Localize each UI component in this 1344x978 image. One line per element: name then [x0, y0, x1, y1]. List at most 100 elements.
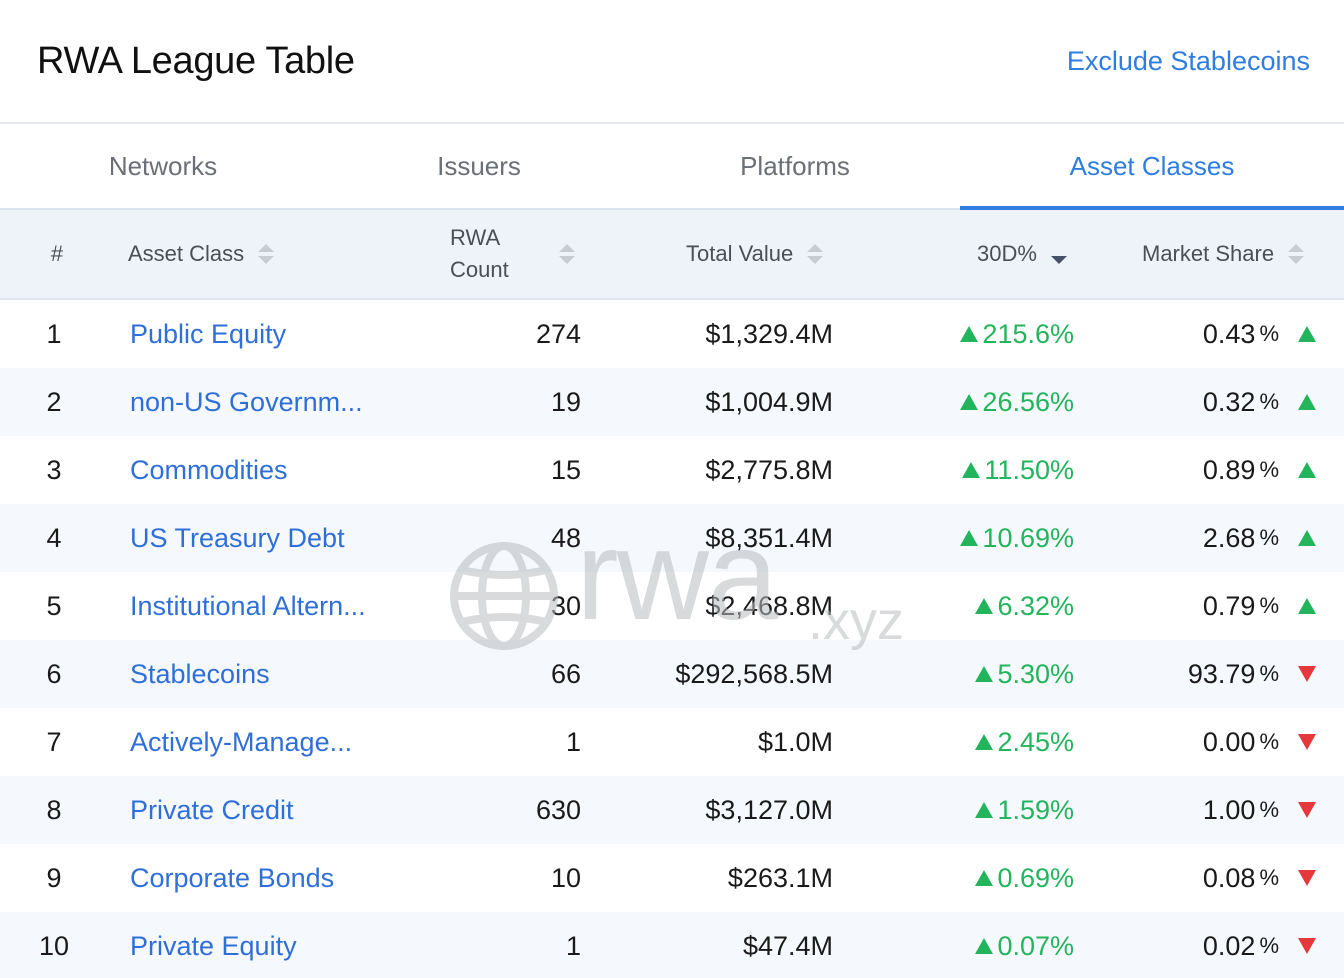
table-row[interactable]: 9 Corporate Bonds 10 $263.1M 0.69% 0.08%: [0, 844, 1344, 912]
column-rwa-count[interactable]: RWA Count: [450, 210, 575, 298]
market-share-unit: %: [1259, 593, 1279, 618]
total-value: $292,568.5M: [675, 658, 833, 689]
change-30d-value: 0.07%: [997, 930, 1074, 961]
market-share-unit: %: [1259, 797, 1279, 822]
market-share-unit: %: [1259, 729, 1279, 754]
market-share-unit: %: [1259, 865, 1279, 890]
change-30d-value: 0.69%: [997, 862, 1074, 893]
total-value: $2,775.8M: [705, 454, 833, 485]
market-share-unit: %: [1259, 525, 1279, 550]
rwa-count: 48: [550, 522, 581, 553]
market-share-value: 0.00: [1202, 726, 1256, 757]
market-share: 0.89%: [1090, 436, 1279, 504]
sort-icon[interactable]: [1288, 244, 1305, 264]
change-30d: 0.69%: [880, 844, 1074, 912]
change-30d: 6.32%: [880, 572, 1074, 640]
asset-class-link[interactable]: Private Credit: [130, 794, 294, 825]
table-row[interactable]: 7 Actively-Manage... 1 $1.0M 2.45% 0.00%: [0, 708, 1344, 776]
table-row[interactable]: 10 Private Equity 1 $47.4M 0.07% 0.02%: [0, 912, 1344, 978]
total-value: $263.1M: [727, 862, 833, 893]
table-row[interactable]: 4 US Treasury Debt 48 $8,351.4M 10.69% 2.68%: [0, 504, 1344, 572]
asset-class-link[interactable]: Corporate Bonds: [130, 862, 335, 893]
market-share-value: 0.79: [1202, 590, 1256, 621]
increase-arrow-icon: [960, 394, 979, 410]
trend-down-icon: [1298, 938, 1316, 954]
column-rwa-count-label-line1: RWA: [450, 225, 501, 250]
increase-arrow-icon: [962, 462, 981, 478]
trend-up-icon: [1298, 598, 1316, 614]
total-value: $1,004.9M: [705, 386, 833, 417]
row-rank: 3: [46, 454, 62, 485]
total-value: $1,329.4M: [705, 318, 833, 349]
table-header: # Asset Class RWA Count Total Value 30D%…: [0, 210, 1344, 300]
tab-asset-classes[interactable]: Asset Classes: [960, 124, 1344, 210]
share-trend: [1292, 844, 1322, 912]
table-row[interactable]: 8 Private Credit 630 $3,127.0M 1.59% 1.00%: [0, 776, 1344, 844]
market-share-value: 1.00: [1202, 794, 1256, 825]
trend-up-icon: [1298, 462, 1316, 478]
rwa-count: 1: [565, 726, 581, 757]
market-share: 0.02%: [1090, 912, 1279, 978]
table-body: 1 Public Equity 274 $1,329.4M 215.6% 0.43% 2 no…: [0, 300, 1344, 978]
sort-icon[interactable]: [558, 244, 575, 264]
rwa-count: 630: [535, 794, 581, 825]
row-rank: 6: [46, 658, 62, 689]
table-row[interactable]: 6 Stablecoins 66 $292,568.5M 5.30% 93.79%: [0, 640, 1344, 708]
column-30d-change[interactable]: 30D%: [977, 210, 1067, 298]
market-share-unit: %: [1259, 933, 1279, 958]
tab-issuers[interactable]: Issuers: [437, 150, 521, 181]
trend-up-icon: [1298, 394, 1316, 410]
tab-platforms[interactable]: Platforms: [740, 150, 850, 181]
row-rank: 7: [46, 726, 62, 757]
column-market-share[interactable]: Market Share: [1142, 210, 1305, 298]
row-rank: 5: [46, 590, 62, 621]
total-value: $47.4M: [742, 930, 833, 961]
asset-class-link[interactable]: Private Equity: [130, 930, 297, 961]
market-share: 0.08%: [1090, 844, 1279, 912]
share-trend: [1292, 912, 1322, 978]
asset-class-link[interactable]: Commodities: [130, 454, 288, 485]
page-title: RWA League Table: [37, 40, 355, 82]
change-30d: 5.30%: [880, 640, 1074, 708]
change-30d-value: 5.30%: [997, 658, 1074, 689]
asset-class-link[interactable]: non-US Governm...: [130, 386, 363, 417]
asset-class-link[interactable]: US Treasury Debt: [130, 522, 345, 553]
column-rwa-count-label-line2: Count: [450, 257, 509, 282]
tab-bar: Networks Issuers Platforms Asset Classes: [0, 124, 1344, 210]
asset-class-link[interactable]: Stablecoins: [130, 658, 270, 689]
sort-descending-icon[interactable]: [1050, 244, 1067, 264]
market-share-value: 0.89: [1202, 454, 1256, 485]
table-row[interactable]: 1 Public Equity 274 $1,329.4M 215.6% 0.43%: [0, 300, 1344, 368]
change-30d: 26.56%: [880, 368, 1074, 436]
asset-class-link[interactable]: Institutional Altern...: [130, 590, 366, 621]
column-asset-class-label: Asset Class: [128, 241, 245, 266]
row-rank: 9: [46, 862, 62, 893]
increase-arrow-icon: [975, 938, 994, 954]
market-share-unit: %: [1259, 661, 1279, 686]
market-share-unit: %: [1259, 389, 1279, 414]
rwa-count: 15: [550, 454, 581, 485]
sort-icon[interactable]: [258, 244, 275, 264]
market-share: 0.32%: [1090, 368, 1279, 436]
rwa-count: 10: [550, 862, 581, 893]
column-asset-class[interactable]: Asset Class: [128, 210, 275, 298]
trend-up-icon: [1298, 530, 1316, 546]
trend-down-icon: [1298, 870, 1316, 886]
table-row[interactable]: 5 Institutional Altern... 30 $2,468.8M 6.32%…: [0, 572, 1344, 640]
market-share-unit: %: [1259, 321, 1279, 346]
sort-icon[interactable]: [807, 244, 824, 264]
asset-class-link[interactable]: Public Equity: [130, 318, 287, 349]
market-share-value: 0.32: [1202, 386, 1256, 417]
column-rank: #: [50, 241, 64, 266]
column-total-value[interactable]: Total Value: [686, 210, 824, 298]
share-trend: [1292, 708, 1322, 776]
market-share-value: 0.08: [1202, 862, 1256, 893]
table-row[interactable]: 2 non-US Governm... 19 $1,004.9M 26.56% 0.32%: [0, 368, 1344, 436]
market-share: 1.00%: [1090, 776, 1279, 844]
tab-networks[interactable]: Networks: [108, 150, 218, 181]
increase-arrow-icon: [975, 666, 994, 682]
increase-arrow-icon: [975, 802, 994, 818]
table-row[interactable]: 3 Commodities 15 $2,775.8M 11.50% 0.89%: [0, 436, 1344, 504]
asset-class-link[interactable]: Actively-Manage...: [130, 726, 353, 757]
exclude-stablecoins-link[interactable]: Exclude Stablecoins: [1066, 46, 1310, 76]
